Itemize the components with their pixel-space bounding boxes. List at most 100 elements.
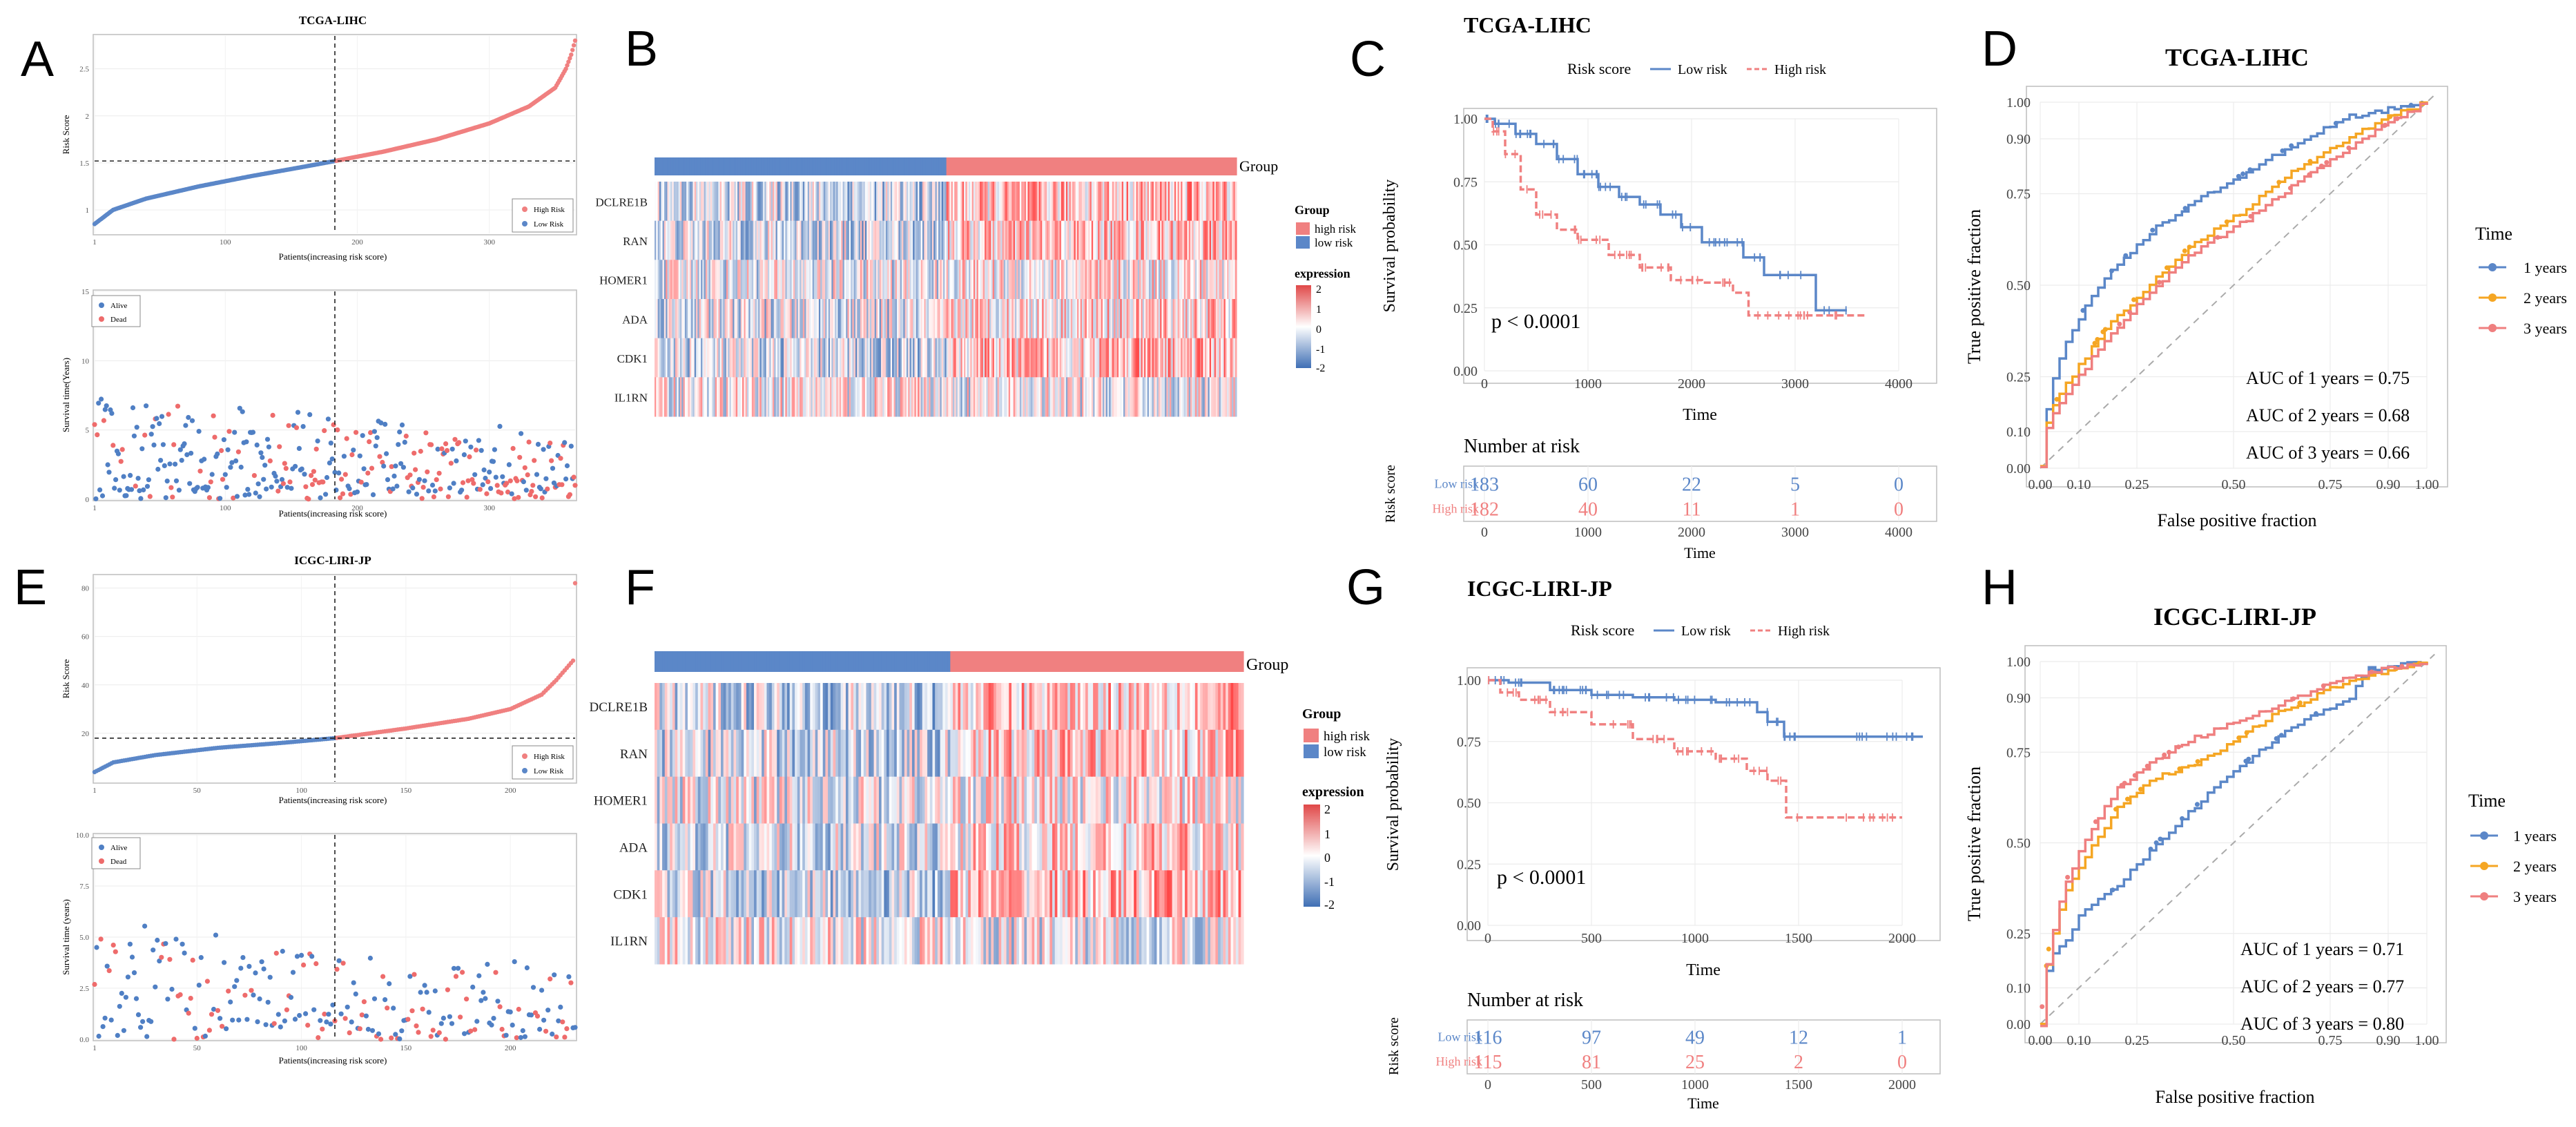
heatmap-cell (1024, 776, 1027, 824)
survival-point (245, 487, 251, 492)
heatmap-cell (791, 220, 794, 260)
heatmap-cell (964, 182, 966, 222)
heatmap-cell (1063, 299, 1065, 339)
heatmap-cell (813, 182, 816, 222)
survival-point (232, 984, 238, 990)
heatmap-cell (1101, 299, 1103, 339)
heatmap-cell (753, 299, 756, 339)
heatmap-cell (1193, 377, 1196, 417)
roc-point (2388, 114, 2393, 119)
group-annotation-cell (1126, 157, 1129, 175)
heatmap-cell (742, 260, 744, 300)
group-annotation-cell (1048, 157, 1051, 175)
heatmap-cell (1176, 299, 1179, 339)
group-annotation-cell (800, 651, 803, 672)
group-annotation-cell (1060, 651, 1063, 672)
heatmap-cell (1170, 299, 1172, 339)
heatmap-cell (772, 299, 775, 339)
heatmap-cell (662, 260, 665, 300)
heatmap-cell (882, 338, 885, 378)
heatmap-cell (1095, 683, 1099, 731)
heatmap-cell (1241, 683, 1244, 731)
survival-point (503, 1032, 509, 1038)
heatmap-cell (833, 299, 835, 339)
heatmap-cell (933, 299, 936, 339)
heatmap-cell (967, 377, 969, 417)
heatmap-cell (1185, 260, 1188, 300)
group-annotation-cell (1090, 651, 1094, 672)
group-annotation-cell (936, 157, 939, 175)
heatmap-cell (981, 182, 984, 222)
heatmap-cell (1026, 377, 1029, 417)
heatmap-cell (1165, 338, 1167, 378)
heatmap-cell (1035, 260, 1038, 300)
heatmap-cell (1212, 220, 1215, 260)
group-annotation-cell (1072, 157, 1075, 175)
heatmap-cell (715, 299, 717, 339)
group-annotation-cell (1176, 651, 1181, 672)
risk-score-point (568, 56, 572, 61)
heatmap-cell (710, 683, 714, 731)
group-annotation-cell (1198, 157, 1201, 175)
group-annotation-cell (1065, 651, 1068, 672)
panel-D-legend-3: 3 years (2524, 320, 2567, 337)
heatmap-cell (1098, 299, 1100, 339)
heatmap-cell (1088, 260, 1091, 300)
heatmap-cell (855, 182, 858, 222)
roc-point (2080, 308, 2086, 313)
heatmap-cell (906, 377, 909, 417)
heatmap-cell (822, 338, 824, 378)
heatmap-cell (735, 260, 738, 300)
heatmap-cell (952, 299, 955, 339)
group-annotation-cell (1007, 157, 1009, 175)
heatmap-cell (1230, 729, 1234, 778)
heatmap-cell (931, 220, 934, 260)
heatmap-cell (878, 338, 880, 378)
heatmap-cell (878, 220, 880, 260)
survival-point (489, 1022, 494, 1028)
heatmap-cell (1225, 220, 1228, 260)
heatmap-cell (896, 776, 900, 824)
survival-point (164, 479, 170, 484)
heatmap-cell (935, 182, 938, 222)
survival-point (266, 444, 271, 450)
heatmap-cell (892, 220, 895, 260)
group-annotation-cell (1228, 157, 1231, 175)
heatmap-cell (1026, 299, 1029, 339)
heatmap-cell (812, 182, 815, 222)
group-annotation-cell (679, 651, 684, 672)
heatmap-cell (1161, 729, 1165, 778)
group-annotation-cell (1200, 651, 1203, 672)
group-annotation-cell (715, 157, 717, 175)
group-annotation-cell (833, 157, 835, 175)
survival-point (474, 447, 479, 453)
heatmap-cell (1077, 377, 1079, 417)
heatmap-cell (1222, 260, 1225, 300)
survival-point (411, 450, 417, 456)
survival-point (558, 456, 563, 461)
risk-table-value: 60 (1578, 474, 1598, 495)
heatmap-cell (837, 299, 840, 339)
heatmap-cell (941, 338, 944, 378)
heatmap-cell (1116, 338, 1119, 378)
heatmap-cell (745, 377, 748, 417)
heatmap-cell (831, 220, 834, 260)
survival-point (92, 981, 97, 988)
heatmap-cell (1238, 683, 1241, 731)
heatmap-cell (1192, 683, 1196, 731)
heatmap-cell (978, 299, 980, 339)
heatmap-cell (1158, 182, 1161, 222)
heatmap-cell (769, 776, 773, 824)
heatmap-cell (1145, 182, 1148, 222)
heatmap-cell (1199, 338, 1202, 378)
heatmap-cell (710, 776, 714, 824)
heatmap-cell (1093, 729, 1096, 778)
heatmap-cell (777, 683, 780, 731)
heatmap-cell (739, 260, 742, 300)
heatmap-cell (952, 182, 955, 222)
heatmap-cell (659, 683, 663, 731)
survival-point (101, 418, 106, 423)
heatmap-cell (922, 182, 924, 222)
heatmap-cell (713, 338, 716, 378)
panel-C-title: TCGA-LIHC (1464, 12, 1591, 37)
